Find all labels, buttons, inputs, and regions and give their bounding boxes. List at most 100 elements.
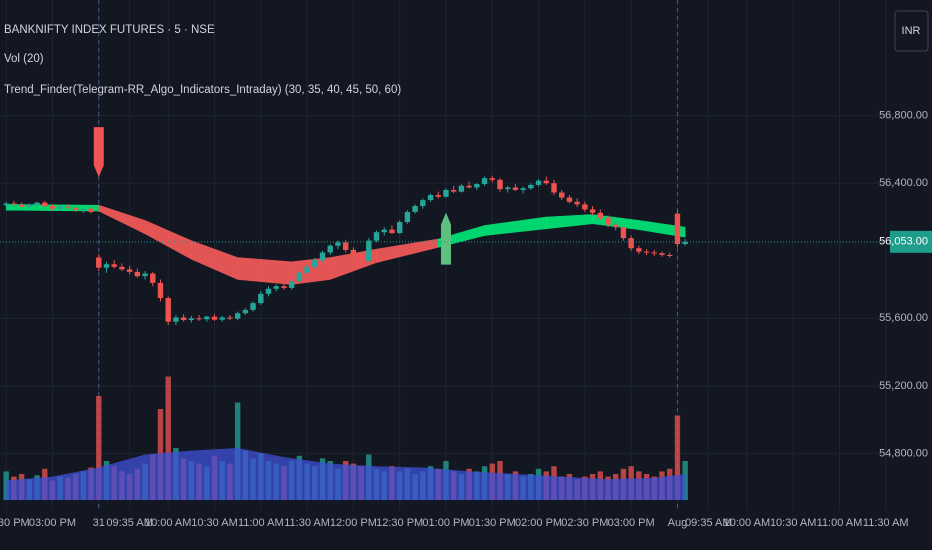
volume-bar	[165, 376, 171, 500]
x-tick-label: 09:35 AM	[685, 517, 731, 529]
candle-body	[281, 286, 287, 288]
candle-body	[443, 189, 449, 197]
candle-body	[173, 317, 179, 322]
chart-title: BANKNIFTY INDEX FUTURES · 5 · NSE	[4, 24, 215, 36]
candle-body	[57, 206, 63, 209]
trend-band	[5, 204, 686, 285]
candle-body	[88, 208, 94, 212]
candle-body	[389, 229, 395, 234]
candle-body	[42, 202, 48, 207]
candle-body	[265, 288, 272, 294]
currency-box[interactable]	[894, 10, 929, 52]
trend-band-segment	[638, 220, 686, 238]
candle-body	[427, 195, 434, 201]
candle-body	[420, 200, 426, 207]
candle-body	[435, 195, 441, 197]
x-tick-label: 03:00 PM	[29, 517, 76, 529]
currency[interactable]: INR	[902, 25, 921, 37]
candle-body	[474, 184, 480, 188]
candle-body	[188, 318, 195, 321]
candle-body	[497, 179, 503, 190]
candle-body	[211, 316, 218, 320]
candle-body	[643, 251, 650, 253]
x-tick-label: 02:30 PM	[561, 517, 608, 529]
candle-body	[466, 185, 472, 188]
x-tick-label: 12:00 PM	[330, 517, 377, 529]
candle-body	[682, 241, 688, 245]
candle-body	[574, 201, 580, 205]
x-tick-label: 11:30 AM	[863, 517, 909, 529]
candle-body	[566, 197, 573, 202]
candle-body	[366, 240, 372, 261]
x-tick-label: 11:30 AM	[284, 517, 330, 529]
volume-title: Vol (20)	[4, 53, 44, 65]
candle-body	[3, 203, 9, 206]
x-tick-label: 10:00 AM	[145, 517, 191, 529]
candle-body	[528, 184, 534, 189]
candle-body	[381, 229, 387, 233]
candle-body	[126, 269, 133, 272]
candle-body	[319, 252, 326, 261]
candle-body	[613, 224, 619, 228]
candle-body	[72, 207, 79, 211]
candle-body	[450, 189, 457, 192]
x-tick-label: 02:00 PM	[515, 517, 562, 529]
candle-body	[504, 187, 511, 190]
candle-body	[312, 260, 318, 267]
candle-body	[620, 227, 627, 239]
candle-body	[250, 303, 256, 310]
last-price-label: 56,053.00	[879, 236, 928, 248]
candle-body	[489, 178, 495, 180]
candle-body	[597, 212, 603, 218]
y-tick-label: 56,800.00	[879, 110, 928, 122]
candle-body	[543, 180, 549, 184]
candle-body	[288, 281, 295, 288]
candle-body	[412, 206, 418, 212]
x-tick-label: 01:30 PM	[469, 517, 516, 529]
volume	[3, 376, 688, 500]
candle-body	[667, 255, 673, 256]
y-tick-label: 54,800.00	[879, 447, 928, 459]
candle-body	[674, 213, 681, 245]
x-tick-label: 12:30 PM	[376, 517, 423, 529]
candle-body	[34, 202, 40, 205]
candle-body	[273, 286, 279, 289]
candle-body	[165, 298, 171, 322]
candle-body	[204, 316, 210, 320]
candle-body	[342, 242, 349, 250]
candle-body	[535, 180, 542, 185]
candle-body	[358, 255, 364, 261]
x-tick-label: 09:35 AM	[106, 517, 152, 529]
candle-body	[96, 257, 102, 268]
candle-body	[350, 249, 357, 255]
candle-body	[304, 266, 310, 273]
candle-body	[520, 188, 526, 190]
candle-body	[119, 266, 125, 270]
candle-body	[296, 272, 303, 282]
candle-body	[559, 192, 565, 198]
candle-body	[636, 248, 642, 252]
candle-body	[373, 232, 380, 241]
candle-body	[605, 217, 611, 225]
candle-body	[180, 317, 187, 321]
x-tick-label: 02:30 PM	[0, 517, 30, 529]
x-tick-label: 10:30 AM	[770, 517, 816, 529]
volume-ma	[6, 448, 686, 500]
candle-body	[258, 293, 264, 304]
candle-body	[219, 317, 225, 320]
candle-body	[103, 264, 110, 268]
x-tick-label: 10:30 AM	[191, 517, 237, 529]
candle-body	[49, 206, 56, 209]
x-tick-label: Aug	[668, 517, 688, 529]
candle-body	[512, 187, 519, 190]
candle-body	[142, 273, 148, 277]
y-tick-label: 55,200.00	[879, 380, 928, 392]
candle-body	[582, 204, 588, 210]
x-tick-label: 03:00 PM	[608, 517, 655, 529]
candle-body	[481, 178, 488, 185]
candle-body	[628, 238, 634, 249]
volume-bar	[674, 415, 681, 500]
candle-body	[651, 252, 657, 254]
candle-body	[150, 273, 156, 283]
